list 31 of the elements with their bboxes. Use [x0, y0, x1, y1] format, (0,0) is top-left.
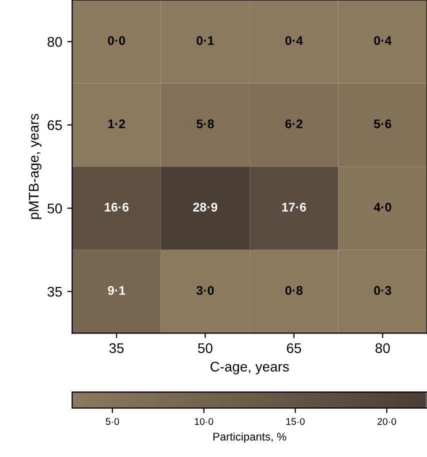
- y-tick-label: 50: [48, 204, 62, 214]
- color-bar-label: 20·0: [378, 418, 396, 425]
- y-tick-label: 80: [48, 36, 62, 47]
- y-tick-label: 35: [48, 286, 62, 297]
- data-label: 0·8: [285, 286, 303, 295]
- data-label: 6·2: [285, 119, 302, 128]
- data-label: 17·6: [282, 202, 306, 212]
- data-label: 28·9: [193, 202, 218, 212]
- data-label: 0·4: [285, 36, 303, 45]
- x-tick-label: 65: [286, 343, 302, 354]
- data-label: 0·4: [374, 36, 392, 45]
- y-axis-title: pMTB-age, years: [29, 114, 42, 219]
- data-label: 0·1: [196, 36, 214, 45]
- data-label: 9·1: [108, 286, 126, 295]
- color-bar-label: 5·0: [106, 418, 120, 425]
- data-label: 0·3: [374, 286, 392, 295]
- data-label: 0·0: [108, 36, 126, 45]
- x-tick-label: 50: [198, 343, 212, 354]
- data-label: 5·8: [196, 119, 214, 128]
- x-axis-title: C-age, years: [210, 362, 289, 374]
- x-tick-label: 80: [376, 343, 390, 354]
- data-label: 16·6: [104, 202, 129, 212]
- color-bar-label: 15·0: [286, 418, 305, 425]
- data-label: 5·6: [374, 119, 392, 128]
- color-bar-title: Participants, %: [213, 432, 286, 443]
- data-label: 4·0: [374, 202, 392, 212]
- data-label: 1·2: [108, 119, 126, 128]
- y-tick-label: 65: [48, 120, 62, 130]
- x-tick-label: 35: [109, 343, 124, 354]
- color-bar-label: 10·0: [194, 418, 214, 425]
- data-label: 3·0: [196, 286, 214, 295]
